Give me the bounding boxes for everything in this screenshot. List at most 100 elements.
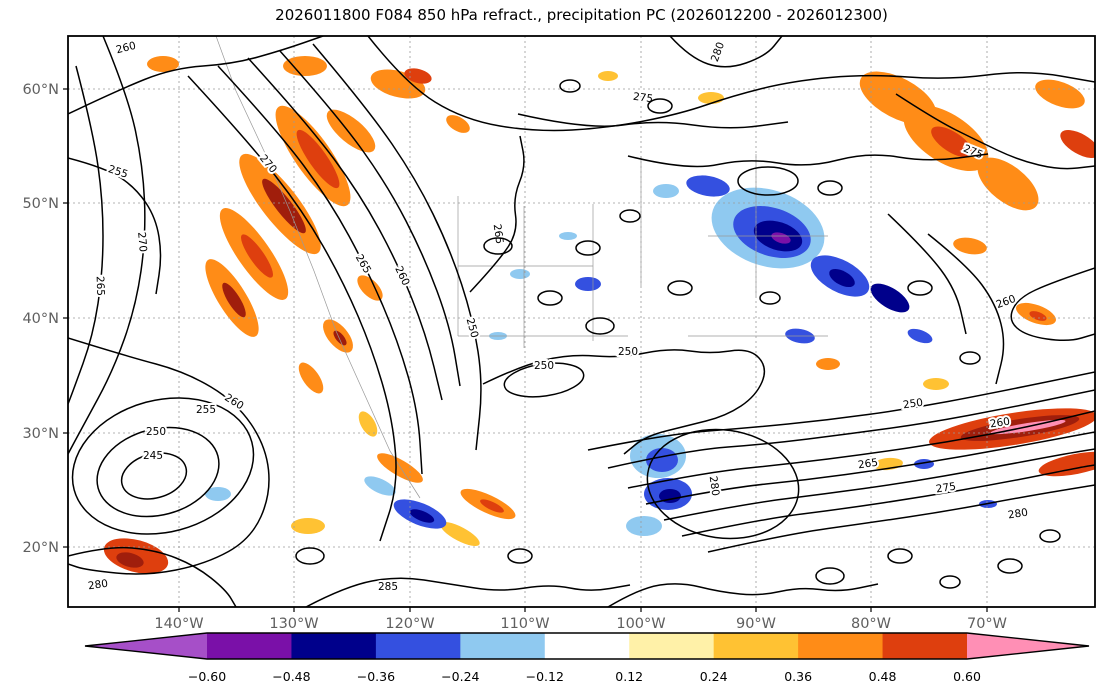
contour-line — [537, 290, 563, 306]
shaded-region — [771, 232, 791, 244]
x-tick-label: 110°W — [500, 616, 549, 632]
shaded-region — [357, 275, 383, 301]
shaded-region — [291, 518, 325, 534]
contour-label: 285 — [378, 581, 398, 593]
contour-line — [607, 389, 1095, 469]
shaded-region — [977, 157, 1039, 211]
contour-label: 275 — [935, 481, 957, 496]
geo-border — [215, 36, 421, 499]
contour-line — [907, 280, 933, 296]
colorbar-tick-label: 0.12 — [615, 669, 643, 684]
contour-line — [927, 233, 1005, 385]
contour-line — [68, 546, 237, 607]
contour-line — [707, 484, 1095, 553]
contour-label: 265 — [94, 276, 107, 296]
x-tick-label: 140°W — [154, 616, 203, 632]
contour-line — [71, 397, 255, 535]
contour-label: 260 — [989, 416, 1011, 431]
colorbar-segment — [460, 633, 546, 659]
contour-line — [585, 317, 615, 335]
y-tick-label: 40°N — [22, 311, 59, 327]
colorbar-segment — [291, 633, 377, 659]
y-tick-label: 30°N — [22, 426, 59, 442]
contour-line — [887, 548, 913, 564]
shaded-region — [358, 411, 378, 437]
contour-label: 275 — [632, 91, 654, 106]
contour-line — [68, 65, 104, 405]
colorbar-tick-label: 0.48 — [869, 669, 897, 684]
colorbar-tick-label: −0.24 — [441, 669, 479, 684]
colorbar-tick-label: −0.12 — [526, 669, 564, 684]
contour-line — [575, 240, 601, 256]
contour-line — [959, 351, 981, 365]
contour-line — [647, 98, 673, 114]
contour-label: 260 — [392, 264, 411, 287]
shaded-region — [829, 268, 855, 288]
shaded-region — [1035, 79, 1085, 109]
colorbar-segment — [798, 633, 884, 659]
shaded-region — [364, 476, 396, 496]
contour-line — [887, 213, 967, 335]
contour-line — [669, 36, 783, 68]
colorbar-segment — [713, 633, 799, 659]
shaded-region — [147, 56, 179, 72]
contour-line — [667, 280, 693, 296]
contour-line — [815, 567, 845, 585]
shaded-region — [626, 516, 662, 536]
contour-line — [68, 36, 146, 455]
contour-line — [737, 166, 799, 196]
x-tick-label: 80°W — [851, 616, 891, 632]
contour-line — [759, 291, 781, 305]
contour-line — [187, 75, 397, 542]
shaded-region — [404, 68, 432, 84]
y-tick-label: 60°N — [22, 82, 59, 98]
shaded-region — [480, 499, 504, 513]
shaded-region — [598, 71, 618, 81]
shaded-region — [409, 509, 435, 523]
shaded-region — [953, 237, 987, 255]
contour-line — [507, 548, 533, 564]
colorbar-extend-low — [85, 633, 207, 659]
colorbar-outline — [84, 632, 1090, 660]
map-area: 2602752802702652602502702652552552502452… — [68, 36, 1095, 607]
shaded-region — [222, 282, 246, 318]
contour-line — [96, 426, 220, 518]
colorbar-extend-high — [967, 633, 1089, 659]
contour-label: 265 — [857, 457, 879, 472]
contour-line — [517, 113, 789, 129]
contour-label: 250 — [146, 426, 166, 438]
contour-label: 265 — [491, 223, 506, 245]
contour-label: 280 — [709, 41, 727, 64]
contour-line — [645, 431, 1095, 505]
contour-line — [482, 349, 766, 455]
colorbar-segment — [629, 633, 715, 659]
contour-label: 250 — [534, 360, 554, 372]
shaded-region — [653, 184, 679, 198]
contour-line — [68, 157, 162, 295]
shaded-region — [698, 92, 724, 104]
contour-label: 280 — [707, 475, 722, 497]
contour-line — [1010, 267, 1095, 342]
x-tick-label: 90°W — [736, 616, 776, 632]
map-frame — [67, 35, 1096, 608]
contour-line — [469, 135, 525, 293]
y-tick-label: 50°N — [22, 196, 59, 212]
shaded-region — [907, 328, 933, 344]
contour-line — [1039, 529, 1061, 543]
contour-label: 265 — [353, 252, 373, 275]
shaded-region — [377, 453, 423, 483]
shaded-region — [559, 232, 577, 240]
contour-line — [607, 583, 879, 607]
x-tick-label: 130°W — [269, 616, 318, 632]
contour-label: 260 — [115, 40, 137, 56]
contour-line — [997, 558, 1023, 574]
contour-line — [619, 209, 641, 223]
shaded-region — [575, 277, 601, 291]
contour-label: 280 — [1007, 507, 1029, 522]
shaded-region — [296, 129, 340, 189]
contour-line — [663, 448, 1095, 521]
colorbar-segment — [375, 633, 461, 659]
shaded-region — [510, 269, 530, 279]
